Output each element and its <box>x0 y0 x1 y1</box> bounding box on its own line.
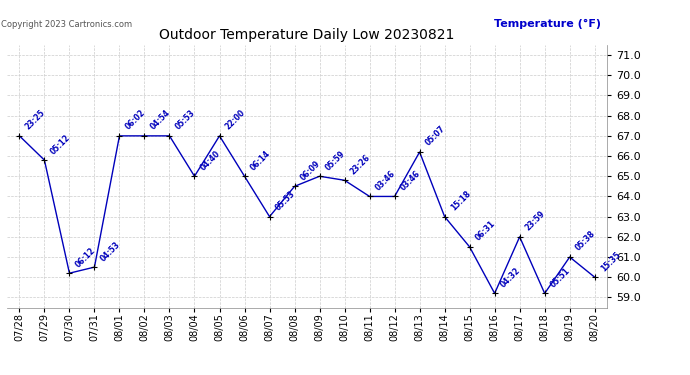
Text: 04:32: 04:32 <box>499 266 522 289</box>
Text: 15:18: 15:18 <box>448 189 472 213</box>
Text: 05:53: 05:53 <box>274 189 297 213</box>
Text: 05:07: 05:07 <box>424 124 447 148</box>
Text: 15:35: 15:35 <box>599 250 622 273</box>
Text: 05:53: 05:53 <box>174 108 197 132</box>
Text: 04:40: 04:40 <box>199 148 222 172</box>
Text: 06:02: 06:02 <box>124 108 147 132</box>
Text: 05:59: 05:59 <box>324 149 347 172</box>
Text: 05:12: 05:12 <box>48 133 72 156</box>
Text: 23:25: 23:25 <box>23 108 47 132</box>
Text: 06:14: 06:14 <box>248 148 272 172</box>
Text: 06:12: 06:12 <box>74 246 97 269</box>
Text: 06:31: 06:31 <box>474 219 497 243</box>
Text: 22:00: 22:00 <box>224 108 247 132</box>
Text: 04:53: 04:53 <box>99 240 122 263</box>
Text: 05:38: 05:38 <box>574 230 598 253</box>
Text: Temperature (°F): Temperature (°F) <box>494 19 601 29</box>
Text: Copyright 2023 Cartronics.com: Copyright 2023 Cartronics.com <box>1 20 132 29</box>
Text: 03:46: 03:46 <box>374 169 397 192</box>
Text: 06:09: 06:09 <box>299 159 322 182</box>
Title: Outdoor Temperature Daily Low 20230821: Outdoor Temperature Daily Low 20230821 <box>159 28 455 42</box>
Text: 05:51: 05:51 <box>549 266 572 289</box>
Text: 03:46: 03:46 <box>399 169 422 192</box>
Text: 04:54: 04:54 <box>148 108 172 132</box>
Text: 23:26: 23:26 <box>348 153 372 176</box>
Text: 23:59: 23:59 <box>524 209 547 232</box>
